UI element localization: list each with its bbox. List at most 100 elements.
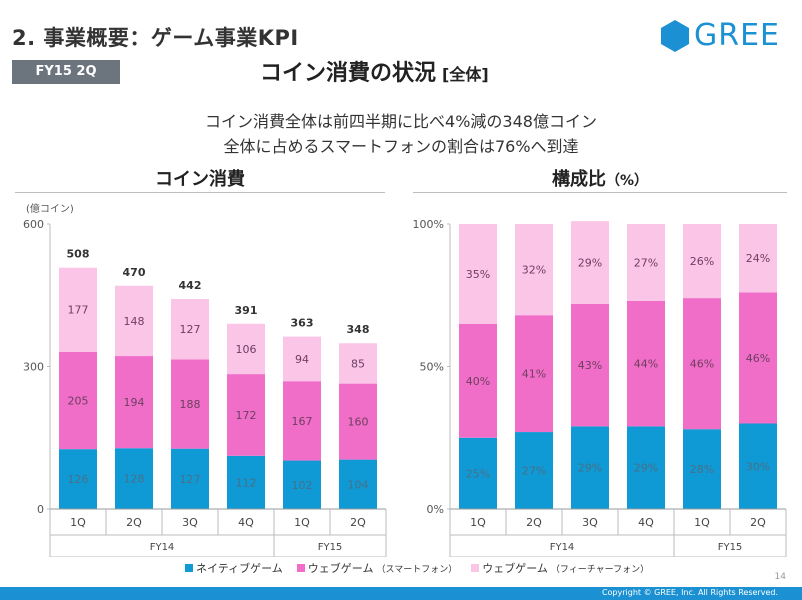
total-label: 391 — [235, 304, 258, 317]
data-label: 188 — [180, 398, 201, 411]
y-tick-label: 300 — [23, 361, 44, 374]
data-label: 127 — [180, 323, 201, 336]
logo-text: GREE — [694, 18, 781, 53]
legend-item-web-fp: ウェブゲーム （フィーチャーフォン） — [471, 560, 649, 576]
legend-label: ウェブゲーム — [307, 562, 374, 575]
data-label: 128 — [124, 473, 145, 486]
x-tick-label: 4Q — [238, 516, 254, 529]
data-label: 46% — [690, 358, 714, 371]
summary-line-2: 全体に占めるスマートフォンの割合は76%へ到達 — [223, 137, 579, 156]
summary-line-1: コイン消費全体は前四半期に比べ4%減の348億コイン — [205, 112, 597, 131]
data-label: 41% — [522, 368, 546, 381]
bar-segment-web-fp — [571, 221, 609, 304]
bar-segment-native — [59, 449, 97, 509]
legend-swatch-web-fp — [471, 564, 480, 572]
bar-segment-web-sp — [171, 359, 209, 449]
bar-segment-web-sp — [115, 356, 153, 449]
legend-note: （フィーチャーフォン） — [550, 564, 650, 575]
y-tick-label: 0% — [427, 503, 444, 516]
chart-1-divider — [15, 192, 385, 193]
hexagon-icon — [661, 19, 689, 52]
page-title: コイン消費の状況 [全体] — [260, 55, 489, 87]
data-label: 85 — [351, 357, 365, 370]
bar-segment-web-sp — [59, 351, 97, 450]
data-label: 25% — [466, 467, 490, 480]
bar-segment-web-sp — [683, 298, 721, 430]
data-label: 27% — [634, 256, 658, 269]
data-label: 148 — [124, 315, 145, 328]
data-label: 94 — [295, 353, 309, 366]
x-tick-label: 3Q — [582, 516, 598, 529]
bar-segment-web-fp — [227, 323, 265, 375]
data-label: 27% — [522, 465, 546, 478]
x-tick-label: 2Q — [526, 516, 542, 529]
x-tick-label: 1Q — [694, 516, 710, 529]
bar-segment-native — [683, 429, 721, 509]
bar-segment-web-sp — [339, 383, 377, 460]
data-label: 35% — [466, 268, 490, 281]
page-number: 14 — [774, 572, 786, 582]
bar-segment-web-fp — [59, 267, 97, 352]
data-label: 30% — [746, 460, 770, 473]
chart-2-divider — [413, 192, 787, 193]
bar-segment-native — [283, 460, 321, 509]
x-tick-label: 1Q — [470, 516, 486, 529]
x-tick-label: 2Q — [750, 516, 766, 529]
x-group-label: FY15 — [318, 542, 343, 553]
chart-2-title: 構成比（%） — [413, 165, 787, 191]
page-title-text: コイン消費の状況 — [260, 61, 437, 86]
bar-segment-native — [627, 426, 665, 509]
total-label: 470 — [123, 266, 146, 279]
x-tick-label: 4Q — [638, 516, 654, 529]
bar-segment-native — [739, 423, 777, 509]
chart-coin-consumption: 0 300 600 (億コイン) 126 205 177 508 128 194 148 470 127… — [23, 202, 387, 557]
bar-segment-web-sp — [459, 323, 497, 438]
x-tick-label: 3Q — [182, 516, 198, 529]
data-label: 29% — [578, 462, 602, 475]
x-group-label: FY14 — [150, 542, 175, 553]
data-label: 40% — [466, 375, 490, 388]
data-label: 29% — [634, 462, 658, 475]
chart-1-title: コイン消費 — [155, 169, 245, 190]
data-label: 102 — [292, 479, 313, 492]
bar-segment-native — [171, 448, 209, 509]
legend-note: （スマートフォン） — [376, 564, 458, 575]
data-label: 127 — [180, 473, 201, 486]
chart-2-title-text: 構成比 — [551, 169, 606, 190]
footer-bar: Copyright © GREE, Inc. All Rights Reserv… — [0, 587, 802, 600]
legend-label: ネイティブゲーム — [196, 562, 283, 575]
data-label: 46% — [746, 352, 770, 365]
data-label: 194 — [124, 396, 145, 409]
bar-segment-web-fp — [459, 224, 497, 324]
data-label: 104 — [348, 478, 369, 491]
data-label: 32% — [522, 264, 546, 277]
x-tick-label: 1Q — [294, 516, 310, 529]
chart-composition: 0% 50% 100% 25% 40% 35% 27% 41% 32% 29% 43% 29% 29% 4… — [413, 218, 787, 557]
bar-segment-web-sp — [571, 303, 609, 427]
bar-segment-web-fp — [515, 224, 553, 316]
data-label: 160 — [348, 416, 369, 429]
bar-segment-native — [571, 426, 609, 509]
legend-item-web-sp: ウェブゲーム （スマートフォン） — [296, 560, 458, 576]
period-badge: FY15 2Q — [12, 60, 120, 84]
bar-segment-native — [227, 455, 265, 509]
bar-segment-native — [339, 459, 377, 509]
legend-item-native: ネイティブゲーム — [185, 560, 283, 576]
bar-segment-native — [515, 432, 553, 509]
data-label: 29% — [578, 256, 602, 269]
page-title-suffix: [全体] — [442, 65, 489, 84]
section-title: 2. 事業概要：ゲーム事業KPI — [12, 26, 299, 50]
total-label: 363 — [291, 317, 314, 330]
bar-segment-web-fp — [115, 285, 153, 357]
data-label: 205 — [68, 394, 89, 407]
total-label: 442 — [179, 279, 202, 292]
data-label: 43% — [578, 359, 602, 372]
chart-legend: ネイティブゲーム ウェブゲーム （スマートフォン） ウェブゲーム （フィーチャー… — [185, 560, 649, 576]
data-label: 167 — [292, 415, 313, 428]
y-tick-label: 50% — [420, 361, 444, 374]
total-label: 508 — [67, 248, 90, 261]
y-tick-label: 0 — [37, 503, 44, 516]
x-tick-label: 2Q — [350, 516, 366, 529]
x-group-label: FY15 — [718, 542, 743, 553]
data-label: 172 — [236, 409, 257, 422]
